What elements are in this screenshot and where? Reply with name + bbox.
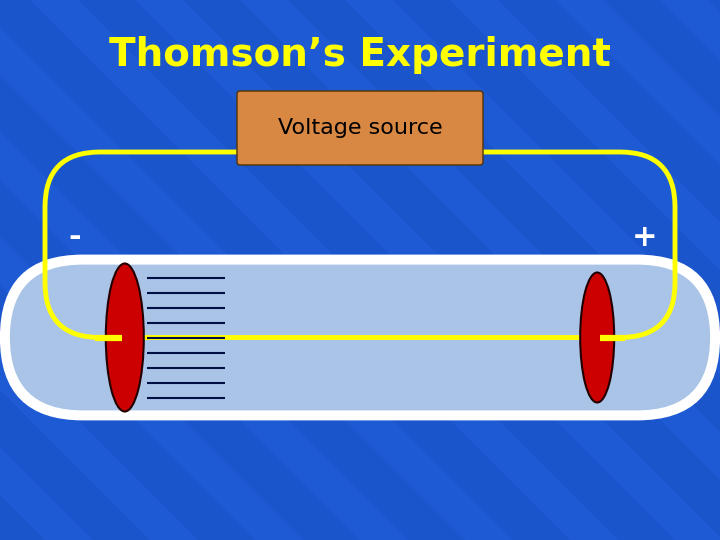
Polygon shape [660, 0, 720, 540]
Polygon shape [0, 0, 93, 540]
Polygon shape [0, 0, 198, 540]
Polygon shape [0, 0, 303, 540]
Text: -: - [68, 223, 81, 252]
Polygon shape [30, 0, 618, 540]
Polygon shape [0, 0, 513, 540]
Ellipse shape [106, 264, 144, 411]
FancyBboxPatch shape [237, 91, 483, 165]
Polygon shape [345, 0, 720, 540]
Polygon shape [0, 0, 408, 540]
Text: Voltage source: Voltage source [278, 118, 442, 138]
FancyBboxPatch shape [10, 265, 710, 410]
Polygon shape [240, 0, 720, 540]
Ellipse shape [580, 273, 614, 402]
Polygon shape [450, 0, 720, 540]
Text: +: + [632, 223, 658, 252]
Polygon shape [135, 0, 720, 540]
FancyBboxPatch shape [0, 254, 720, 421]
Text: Thomson’s Experiment: Thomson’s Experiment [109, 36, 611, 74]
Polygon shape [555, 0, 720, 540]
